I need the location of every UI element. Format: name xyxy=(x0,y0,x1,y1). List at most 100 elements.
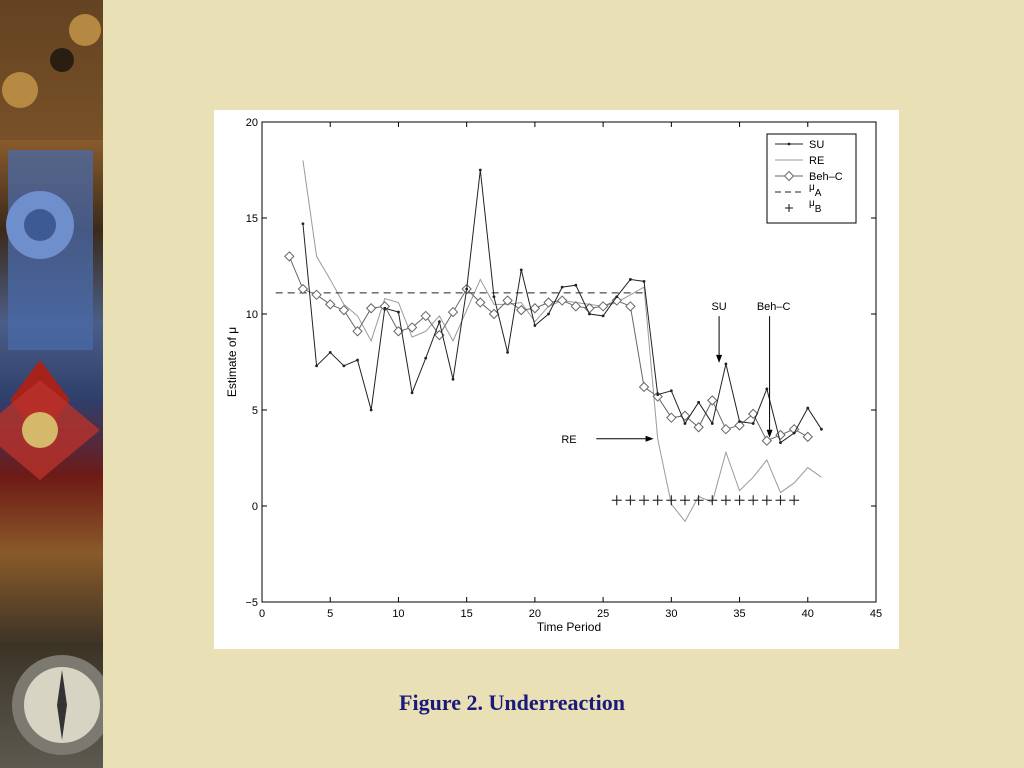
x-tick-label: 25 xyxy=(597,608,609,620)
series-su-point xyxy=(506,351,509,354)
series-su-point xyxy=(574,283,578,287)
medal-and-compass-image xyxy=(0,0,103,755)
series-su-point xyxy=(615,295,619,299)
y-tick-label: 10 xyxy=(246,309,258,321)
series-su-point xyxy=(369,408,373,412)
legend-beh-c-diamond xyxy=(783,170,795,182)
series-beh-c-point xyxy=(693,422,704,433)
x-tick-label: 35 xyxy=(733,608,745,620)
series-su-point xyxy=(356,358,359,362)
series-su-point xyxy=(710,422,714,425)
series-su-point xyxy=(437,320,441,324)
annotation-beh-c-label: Beh–C xyxy=(757,301,791,313)
series-beh-c-point xyxy=(338,304,350,316)
x-tick-label: 15 xyxy=(461,608,473,620)
x-tick-label: 10 xyxy=(392,608,404,620)
series-su-point xyxy=(383,306,387,310)
legend-label: μB xyxy=(809,198,822,215)
legend-label: Beh–C xyxy=(809,171,843,183)
series-su-point xyxy=(683,422,687,425)
series-su-point xyxy=(478,168,482,172)
annotation-su-arrowhead xyxy=(716,354,723,363)
series-su-point xyxy=(519,268,523,272)
series-beh-c-point xyxy=(284,251,295,262)
legend-label: SU xyxy=(809,139,824,151)
x-tick-label: 30 xyxy=(665,608,677,620)
figure-caption: Figure 2. Underreaction xyxy=(399,690,625,715)
series-beh-c-point xyxy=(597,301,609,312)
series-beh-c-point xyxy=(406,322,418,333)
series-beh-c-point xyxy=(707,395,718,406)
x-tick-label: 45 xyxy=(870,608,882,620)
x-tick-label: 20 xyxy=(529,608,541,620)
series-beh-c-point xyxy=(666,412,677,423)
annotation-re-label: RE xyxy=(561,434,576,446)
series-su-point xyxy=(724,362,728,366)
series-su-point xyxy=(820,427,823,431)
series-beh-c-point xyxy=(556,295,568,306)
series-su-point xyxy=(738,420,741,423)
series-su-point xyxy=(342,364,346,368)
legend-label: RE xyxy=(809,155,824,167)
annotation-re-arrowhead xyxy=(645,435,654,442)
series-su-point xyxy=(328,351,332,354)
series-su-point xyxy=(560,285,564,289)
series-beh-c-point xyxy=(761,435,773,446)
y-tick-label: −5 xyxy=(245,597,258,609)
figure-panel: 0 5 10 15 20 25 30 35 40 45 −5 0 5 10 15 20 Time Period E… xyxy=(214,110,899,649)
series-beh-c-point xyxy=(734,420,745,431)
series-su-point xyxy=(697,400,701,404)
series-beh-c-point xyxy=(570,301,582,312)
series-su-point xyxy=(397,310,400,314)
series-beh-c-point xyxy=(488,308,500,320)
series-su-point xyxy=(669,389,673,393)
series-beh-c-point xyxy=(325,299,336,310)
series-su-point xyxy=(315,364,318,368)
series-su-point xyxy=(451,377,455,381)
y-axis-label: Estimate of μ xyxy=(225,327,239,397)
series-beh-c-point xyxy=(543,297,554,308)
series-su-point xyxy=(492,295,496,299)
series-beh-c-point xyxy=(447,306,459,318)
y-tick-label: 20 xyxy=(246,117,258,129)
series-su-point xyxy=(410,391,414,395)
series-beh-c-point xyxy=(420,310,431,322)
plot-frame xyxy=(261,121,877,603)
series-su-point xyxy=(806,406,810,410)
series-su-point xyxy=(533,324,537,327)
series-su-point xyxy=(465,287,469,291)
x-tick-label: 5 xyxy=(327,608,333,620)
series-beh-c-point xyxy=(611,295,622,306)
series-beh-c-point xyxy=(529,303,541,314)
legend-label: μA xyxy=(809,182,822,199)
series-su-point xyxy=(656,393,660,397)
annotation-beh-c-arrowhead xyxy=(766,429,773,438)
series-beh-c-point xyxy=(638,381,650,393)
series-su-point xyxy=(792,431,796,435)
series-beh-c-point xyxy=(352,326,363,337)
series-beh-c-point xyxy=(297,283,309,295)
series-beh-c-point xyxy=(802,431,813,443)
series-su-point xyxy=(629,278,632,281)
annotation-su-label: SU xyxy=(711,301,726,313)
series-su-point xyxy=(301,222,305,226)
series-beh-c-line xyxy=(288,256,809,442)
series-su-point xyxy=(588,312,591,316)
series-beh-c-point xyxy=(502,295,513,306)
series-su-point xyxy=(779,441,782,445)
series-beh-c-point xyxy=(625,301,636,312)
x-tick-label: 40 xyxy=(802,608,814,620)
side-decorative-image xyxy=(0,0,103,768)
legend-su-dot xyxy=(787,142,791,146)
series-su-point xyxy=(642,279,646,283)
series-beh-c-point xyxy=(311,289,322,301)
series-beh-c-point xyxy=(747,408,759,420)
y-tick-label: 5 xyxy=(252,405,258,417)
series-su-point xyxy=(765,387,769,391)
x-tick-label: 0 xyxy=(259,608,265,620)
series-su-point xyxy=(751,422,755,425)
series-beh-c-point xyxy=(475,297,486,308)
series-beh-c-point xyxy=(365,303,377,314)
legend-box xyxy=(766,133,857,224)
